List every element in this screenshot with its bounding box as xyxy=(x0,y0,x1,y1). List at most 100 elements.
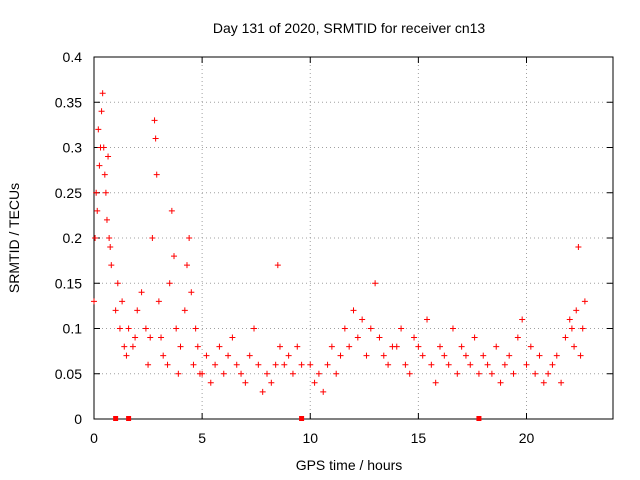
data-point xyxy=(112,307,119,314)
x-tick-label: 0 xyxy=(90,430,98,446)
data-point xyxy=(289,370,296,377)
data-point xyxy=(251,325,258,332)
data-point xyxy=(168,207,175,214)
data-point xyxy=(337,352,344,359)
data-point xyxy=(376,334,383,341)
data-point xyxy=(458,343,465,350)
x-tick-label: 15 xyxy=(411,430,427,446)
data-point xyxy=(545,370,552,377)
data-point xyxy=(255,361,262,368)
data-point xyxy=(116,325,123,332)
y-tick-labels: 0 0.05 0.1 0.15 0.2 0.25 0.3 0.35 0.4 xyxy=(55,49,82,427)
data-point xyxy=(441,352,448,359)
data-point xyxy=(475,370,482,377)
data-point xyxy=(558,379,565,386)
y-tick-label: 0.25 xyxy=(55,185,82,201)
data-point xyxy=(514,334,521,341)
data-point xyxy=(123,352,130,359)
data-point xyxy=(385,361,392,368)
data-point xyxy=(274,262,281,269)
data-point xyxy=(454,370,461,377)
data-point xyxy=(151,117,158,124)
data-point xyxy=(575,244,582,251)
y-tick-label: 0.15 xyxy=(55,275,82,291)
y-tick-label: 0.4 xyxy=(63,49,83,65)
data-point xyxy=(160,352,167,359)
data-point xyxy=(415,343,422,350)
data-point xyxy=(285,352,292,359)
y-tick-label: 0.1 xyxy=(63,321,83,337)
gap-marker xyxy=(476,416,482,421)
data-point xyxy=(553,352,560,359)
data-point xyxy=(212,361,219,368)
data-point xyxy=(95,126,102,133)
data-point xyxy=(341,325,348,332)
y-tick-label: 0.3 xyxy=(63,140,83,156)
data-point xyxy=(238,370,245,377)
data-point xyxy=(186,235,193,241)
data-point xyxy=(406,370,413,377)
x-axis-label: GPS time / hours xyxy=(296,457,403,473)
data-point xyxy=(164,361,171,368)
data-point xyxy=(199,370,206,377)
data-point xyxy=(571,343,578,350)
data-point xyxy=(190,361,197,368)
data-point xyxy=(98,108,105,115)
x-tick-label: 10 xyxy=(302,430,318,446)
y-tick-label: 0 xyxy=(74,411,82,427)
data-point xyxy=(145,361,152,368)
axis-ticks xyxy=(93,56,613,420)
data-point xyxy=(536,352,543,359)
gap-marker xyxy=(126,416,132,421)
data-point xyxy=(488,370,495,377)
data-point xyxy=(149,235,156,241)
data-point xyxy=(398,325,405,332)
data-point xyxy=(175,370,182,377)
data-point xyxy=(449,325,456,332)
data-point xyxy=(194,343,201,350)
data-point xyxy=(298,361,305,368)
data-point xyxy=(294,343,301,350)
data-point xyxy=(467,361,474,368)
data-point xyxy=(188,289,195,296)
data-point xyxy=(203,352,210,359)
data-point xyxy=(101,171,108,178)
data-point xyxy=(432,379,439,386)
data-point xyxy=(527,343,534,350)
plot-frame xyxy=(93,56,614,420)
y-tick-label: 0.2 xyxy=(63,230,83,246)
data-point xyxy=(129,343,136,350)
data-point xyxy=(532,370,539,377)
data-point xyxy=(333,370,340,377)
data-point xyxy=(272,361,279,368)
data-point xyxy=(510,370,517,377)
data-point xyxy=(99,90,106,97)
data-point xyxy=(506,352,513,359)
y-tick-label: 0.05 xyxy=(55,366,82,382)
data-point xyxy=(119,298,126,305)
data-point xyxy=(372,280,379,287)
data-point xyxy=(100,144,107,151)
data-point xyxy=(259,388,266,395)
data-point xyxy=(92,235,99,241)
data-point xyxy=(568,325,575,332)
data-point xyxy=(106,235,113,241)
data-point xyxy=(411,334,418,341)
data-point xyxy=(173,325,180,332)
data-point xyxy=(577,352,584,359)
data-point xyxy=(462,352,469,359)
data-point xyxy=(437,343,443,350)
data-points xyxy=(91,90,588,395)
data-point xyxy=(242,379,249,386)
data-point xyxy=(142,325,149,332)
x-tick-label: 20 xyxy=(519,430,535,446)
data-point xyxy=(359,316,366,323)
data-point xyxy=(445,361,452,368)
data-point xyxy=(519,316,526,323)
data-point xyxy=(114,280,121,287)
data-point xyxy=(264,370,270,377)
data-point xyxy=(402,361,409,368)
x-tick-label: 5 xyxy=(198,430,206,446)
data-point xyxy=(350,307,357,314)
